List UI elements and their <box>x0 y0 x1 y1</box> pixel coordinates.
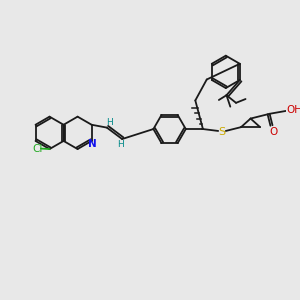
Text: H: H <box>117 140 124 149</box>
Text: OH: OH <box>286 105 300 115</box>
Text: Cl: Cl <box>32 144 42 154</box>
Text: O: O <box>269 127 278 137</box>
Text: N: N <box>88 139 97 149</box>
Text: S: S <box>218 127 226 137</box>
Text: H: H <box>106 118 113 127</box>
